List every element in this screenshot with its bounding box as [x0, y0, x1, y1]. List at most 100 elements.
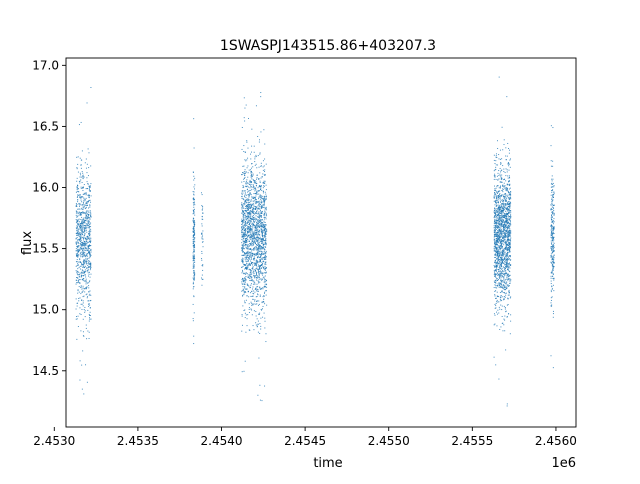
- data-point: [250, 243, 252, 245]
- data-point: [506, 229, 508, 231]
- data-point: [77, 222, 79, 224]
- data-point: [497, 225, 499, 227]
- data-point: [494, 266, 496, 268]
- data-point: [500, 291, 502, 293]
- data-point: [264, 171, 266, 173]
- data-point: [503, 276, 505, 278]
- data-point: [261, 267, 263, 269]
- data-point: [502, 271, 504, 273]
- data-point: [510, 215, 512, 217]
- data-point: [504, 207, 506, 209]
- data-point: [553, 186, 555, 188]
- data-point: [244, 208, 246, 210]
- data-point: [245, 314, 247, 316]
- data-point: [259, 399, 261, 401]
- data-point: [250, 221, 252, 223]
- data-point: [495, 253, 496, 255]
- data-point: [265, 290, 267, 292]
- data-point: [243, 202, 245, 204]
- data-point: [257, 256, 259, 258]
- data-point: [242, 262, 244, 264]
- data-point: [202, 212, 204, 214]
- data-point: [257, 237, 259, 239]
- data-point: [263, 253, 265, 255]
- data-point: [510, 191, 512, 193]
- data-point: [85, 250, 87, 252]
- data-point: [84, 254, 86, 256]
- data-point: [500, 255, 502, 257]
- data-point: [248, 311, 250, 313]
- data-point: [263, 228, 265, 230]
- data-point: [509, 239, 511, 241]
- data-point: [552, 241, 554, 243]
- data-point: [202, 207, 204, 209]
- data-point: [259, 244, 261, 246]
- data-point: [264, 249, 266, 251]
- data-point: [261, 201, 263, 203]
- data-point: [82, 305, 84, 307]
- data-point: [497, 202, 499, 204]
- data-point: [77, 274, 79, 276]
- data-point: [500, 170, 502, 172]
- data-point: [506, 226, 508, 228]
- data-point: [508, 238, 510, 240]
- data-point: [262, 287, 264, 289]
- data-point: [79, 239, 81, 241]
- data-point: [494, 226, 496, 228]
- data-point: [193, 199, 195, 201]
- data-point: [87, 252, 89, 254]
- data-point: [507, 268, 509, 270]
- data-point: [256, 240, 258, 242]
- data-point: [255, 315, 257, 317]
- data-point: [255, 264, 257, 266]
- data-point: [254, 198, 256, 200]
- data-point: [258, 216, 260, 218]
- data-point: [551, 175, 553, 177]
- data-point: [258, 273, 260, 275]
- data-point: [501, 268, 503, 270]
- data-point: [553, 213, 555, 215]
- data-point: [506, 221, 508, 223]
- data-point: [508, 280, 510, 282]
- data-point: [194, 232, 196, 234]
- data-point: [82, 266, 84, 268]
- data-point: [509, 201, 511, 203]
- data-point: [551, 197, 553, 199]
- data-point: [510, 230, 512, 232]
- data-point: [506, 228, 508, 230]
- data-point: [248, 193, 250, 195]
- data-point: [79, 197, 81, 199]
- data-point: [81, 237, 83, 239]
- data-point: [499, 273, 501, 275]
- data-point: [249, 206, 251, 208]
- data-point: [551, 198, 553, 200]
- data-point: [248, 217, 250, 219]
- data-point: [252, 174, 254, 176]
- data-point: [506, 274, 508, 276]
- data-point: [494, 233, 496, 235]
- data-point: [552, 178, 554, 180]
- data-point: [80, 286, 82, 288]
- data-point: [85, 280, 87, 282]
- data-point: [82, 335, 84, 337]
- data-point: [80, 248, 82, 250]
- data-point: [506, 276, 508, 278]
- data-point: [242, 286, 244, 288]
- data-point: [244, 107, 246, 109]
- data-point: [494, 290, 496, 292]
- data-point: [262, 260, 264, 262]
- data-point: [193, 194, 195, 196]
- data-point: [77, 280, 79, 282]
- data-point: [510, 232, 512, 234]
- data-point: [75, 227, 77, 229]
- data-point: [250, 184, 252, 186]
- data-point: [249, 277, 251, 279]
- data-point: [500, 227, 502, 229]
- data-point: [81, 254, 83, 256]
- data-point: [497, 231, 499, 233]
- data-point: [76, 234, 78, 236]
- data-point: [503, 230, 505, 232]
- data-point: [253, 281, 255, 283]
- data-point: [260, 92, 262, 94]
- data-point: [257, 190, 259, 192]
